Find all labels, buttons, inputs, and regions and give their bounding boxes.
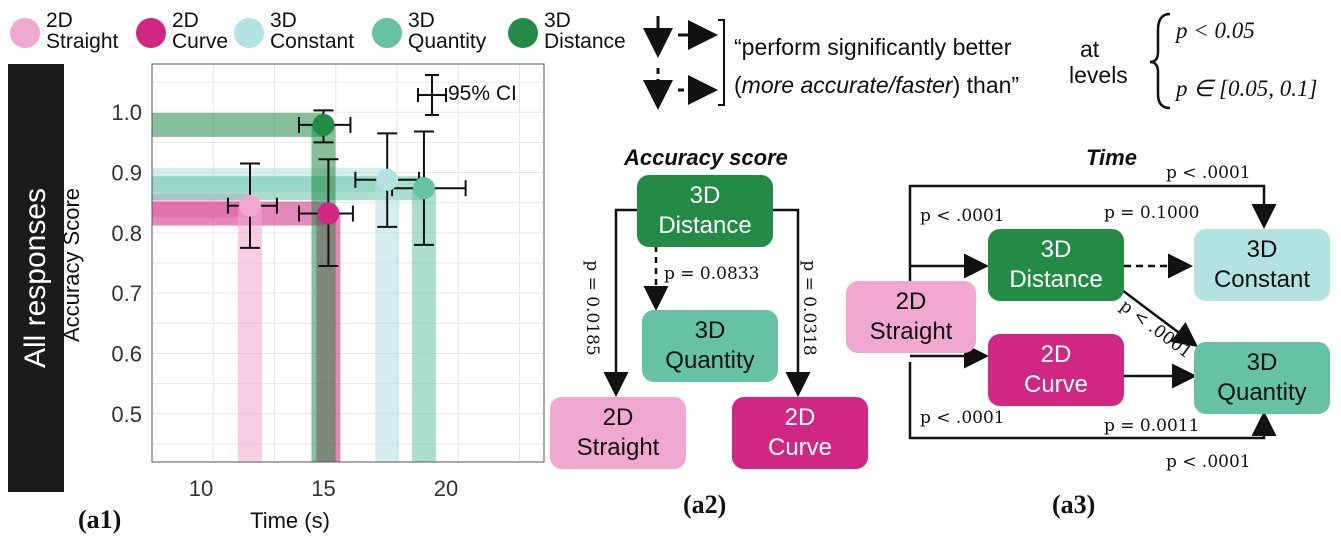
grid (151, 64, 544, 462)
time-box-2d-curve: 2D Curve (988, 334, 1124, 406)
panel-label-a2: (a2) (683, 490, 727, 519)
acc-p-left: p = 0.0185 (582, 260, 602, 356)
legend-swatch (10, 18, 40, 48)
x-axis-label: Time (s) (250, 508, 330, 533)
time-p-dist-const: p = 0.1000 (1104, 203, 1200, 223)
time-box-2d-straight: 2D Straight (846, 281, 976, 353)
legend-swatch (234, 18, 264, 48)
acc-box-3d-distance: 3D Distance (637, 175, 773, 247)
key-brace (1149, 12, 1171, 110)
legend-label: 2D Curve (172, 9, 229, 53)
ci-legend-label: 95% CI (448, 82, 517, 105)
time-arrows (908, 184, 1277, 440)
accuracy-arrows (603, 208, 811, 397)
data-point (239, 194, 261, 217)
y-tick-label: 1.0 (111, 100, 142, 125)
x-tick-label: 20 (434, 476, 458, 501)
v-band (311, 124, 336, 462)
x-tick-label: 10 (189, 476, 213, 501)
data-point (412, 177, 435, 200)
plot-frame (151, 63, 545, 463)
acc-p-mid: p = 0.0833 (664, 264, 760, 284)
time-box-3d-distance: 3D Distance (988, 229, 1124, 301)
y-tick-label: 0.6 (111, 341, 142, 366)
key-p2: p ∈ [0.05, 0.1] (1176, 76, 1318, 101)
data-point (312, 113, 335, 136)
legend-label: 3D Quantity (408, 9, 487, 53)
acc-p-right: p = 0.0318 (799, 260, 819, 356)
panel-label-a3: (a3) (1052, 490, 1096, 519)
legend-label: 3D Constant (270, 9, 355, 53)
time-p-left-top: p < .0001 (920, 206, 1005, 226)
y-tick-label: 0.8 (111, 221, 142, 246)
bracket (718, 19, 725, 106)
key-text-line1: “perform significantly better (734, 34, 1012, 60)
legend-swatch (136, 18, 166, 48)
time-title: Time (1086, 145, 1137, 170)
ci-legend (417, 74, 447, 116)
time-p-bottom: p < .0001 (1166, 452, 1251, 472)
y-axis-label: Accuracy Score (59, 187, 84, 343)
y-tick-label: 0.7 (111, 281, 142, 306)
legend-label: 2D Straight (46, 9, 119, 53)
key-arrows (643, 16, 725, 110)
scatter-chart: 10 15 20 0.5 0.6 0.7 0.8 0.9 1.0 (111, 63, 545, 501)
time-box-3d-constant: 3D Constant (1194, 229, 1330, 301)
tick-labels: 10 15 20 0.5 0.6 0.7 0.8 0.9 1.0 (111, 100, 458, 501)
h-band (152, 112, 324, 137)
time-p-top: p < .0001 (1166, 163, 1251, 183)
key-at: at (1080, 36, 1100, 62)
acc-box-2d-straight: 2D Straight (550, 397, 686, 469)
ci-bands (152, 112, 436, 463)
x-tick-label: 15 (311, 476, 335, 501)
legend-swatch (508, 18, 538, 48)
data-point (317, 202, 340, 225)
key-levels: levels (1069, 62, 1128, 88)
points (239, 113, 435, 225)
key-p1: p < 0.05 (1176, 18, 1255, 43)
legend-label: 3D Distance (544, 9, 626, 53)
legend-swatch (372, 18, 402, 48)
accuracy-title: Accuracy score (624, 145, 788, 170)
acc-box-2d-curve: 2D Curve (732, 397, 868, 469)
y-tick-label: 0.5 (111, 402, 142, 427)
key-text-line2: (more accurate/faster) than” (734, 72, 1020, 98)
data-point (376, 168, 399, 191)
y-tick-label: 0.9 (111, 161, 142, 186)
time-p-curve-quant: p = 0.0011 (1104, 416, 1200, 436)
time-p-left-bottom: p < .0001 (920, 408, 1005, 428)
row-label-bar (8, 64, 64, 492)
panel-label-a1: (a1) (78, 505, 122, 534)
time-box-3d-quantity: 3D Quantity (1194, 342, 1330, 414)
acc-box-3d-quantity: 3D Quantity (642, 310, 778, 382)
